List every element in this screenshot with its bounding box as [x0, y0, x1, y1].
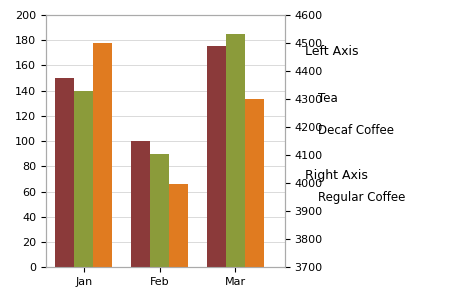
Text: Right Axis: Right Axis	[305, 169, 368, 182]
Bar	[245, 99, 264, 267]
Text: Regular Coffee: Regular Coffee	[318, 191, 405, 204]
Bar	[169, 184, 188, 267]
Bar	[226, 34, 245, 267]
Bar	[207, 46, 226, 267]
Bar	[74, 91, 93, 267]
Bar	[131, 141, 150, 267]
Text: Left Axis: Left Axis	[305, 45, 359, 58]
Bar	[150, 154, 169, 267]
Bar	[93, 43, 112, 267]
Text: Tea: Tea	[318, 91, 337, 105]
Bar	[56, 78, 74, 267]
Text: Decaf Coffee: Decaf Coffee	[318, 124, 394, 137]
